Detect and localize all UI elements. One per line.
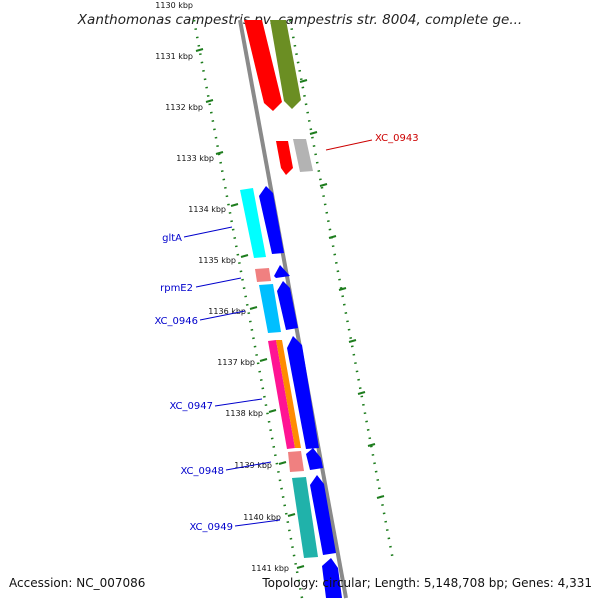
topology-text: Topology: circular; Length: 5,148,708 bp…: [262, 576, 592, 590]
gene-feature-xc0947: [287, 336, 319, 449]
gene-label-xc0949[interactable]: XC_0949: [189, 522, 233, 533]
tick-label: 1134 kbp: [188, 205, 226, 214]
inner-tick-marks: [195, 48, 305, 569]
gene-label-xc0943[interactable]: XC_0943: [375, 133, 419, 144]
gene-label-rpme2[interactable]: rpmE2: [160, 283, 193, 294]
gene-feature-glta-cyan: [240, 188, 266, 258]
tick-label: 1130 kbp: [155, 1, 193, 10]
gene-feature-glta: [259, 186, 284, 254]
gene-label-xc0947[interactable]: XC_0947: [169, 401, 213, 412]
gene-feature-bottom-partial: [322, 558, 342, 598]
outer-tick-marks: [299, 79, 385, 499]
tick-label: 1136 kbp: [208, 307, 246, 316]
tick-label: 1138 kbp: [225, 409, 263, 418]
tick-label: 1135 kbp: [198, 256, 236, 265]
gene-feature-xc0949: [310, 475, 336, 555]
gene-feature-xc0947-magenta: [268, 340, 295, 449]
gene-label-glta[interactable]: gltA: [162, 233, 182, 244]
gene-feature-xc0949-teal: [292, 477, 318, 558]
tick-label: 1137 kbp: [217, 358, 255, 367]
gene-features: [240, 20, 342, 598]
gene-feature-xc0947-orange: [276, 340, 301, 448]
gene-label-xc0948[interactable]: XC_0948: [180, 466, 224, 477]
gene-feature-red-top: [244, 20, 282, 111]
gene-feature-olive-top: [270, 20, 301, 109]
gene-feature-xc0948-pink: [288, 451, 304, 472]
tick-label: 1132 kbp: [165, 103, 203, 112]
gene-feature-xc0946-blue: [259, 284, 281, 333]
gene-feature-rpme2-pink: [255, 268, 271, 282]
gene-labels: XC_0943 gltA rpmE2 XC_0946 XC_0947 XC_09…: [154, 133, 418, 533]
gene-feature-red-small: [276, 141, 293, 175]
gene-feature-xc0946: [277, 281, 298, 330]
gene-feature-xc0948: [306, 448, 323, 470]
gene-feature-rpme2: [274, 265, 290, 278]
gene-label-xc0946[interactable]: XC_0946: [154, 316, 198, 327]
gene-label-leaders: [183, 139, 373, 527]
tick-label: 1140 kbp: [243, 513, 281, 522]
map-title: Xanthomonas campestris pv. campestris st…: [77, 12, 522, 28]
tick-label: 1131 kbp: [155, 52, 193, 61]
tick-label: 1141 kbp: [251, 564, 289, 573]
accession-text: Accession: NC_007086: [9, 576, 146, 590]
tick-label: 1133 kbp: [176, 154, 214, 163]
gene-feature-xc0943: [293, 139, 313, 172]
